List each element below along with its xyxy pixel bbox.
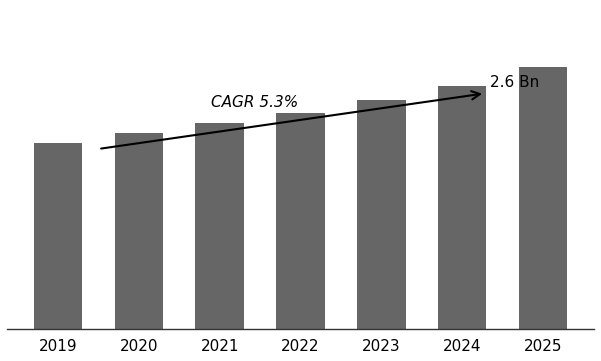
Text: 2.6 Bn: 2.6 Bn — [490, 75, 539, 90]
Bar — [519, 68, 567, 329]
Bar — [357, 100, 406, 329]
Bar — [195, 123, 244, 329]
Text: CAGR 5.3%: CAGR 5.3% — [211, 95, 298, 110]
Bar — [115, 133, 163, 329]
Bar — [438, 86, 486, 329]
Bar — [276, 113, 325, 329]
Bar — [34, 143, 82, 329]
